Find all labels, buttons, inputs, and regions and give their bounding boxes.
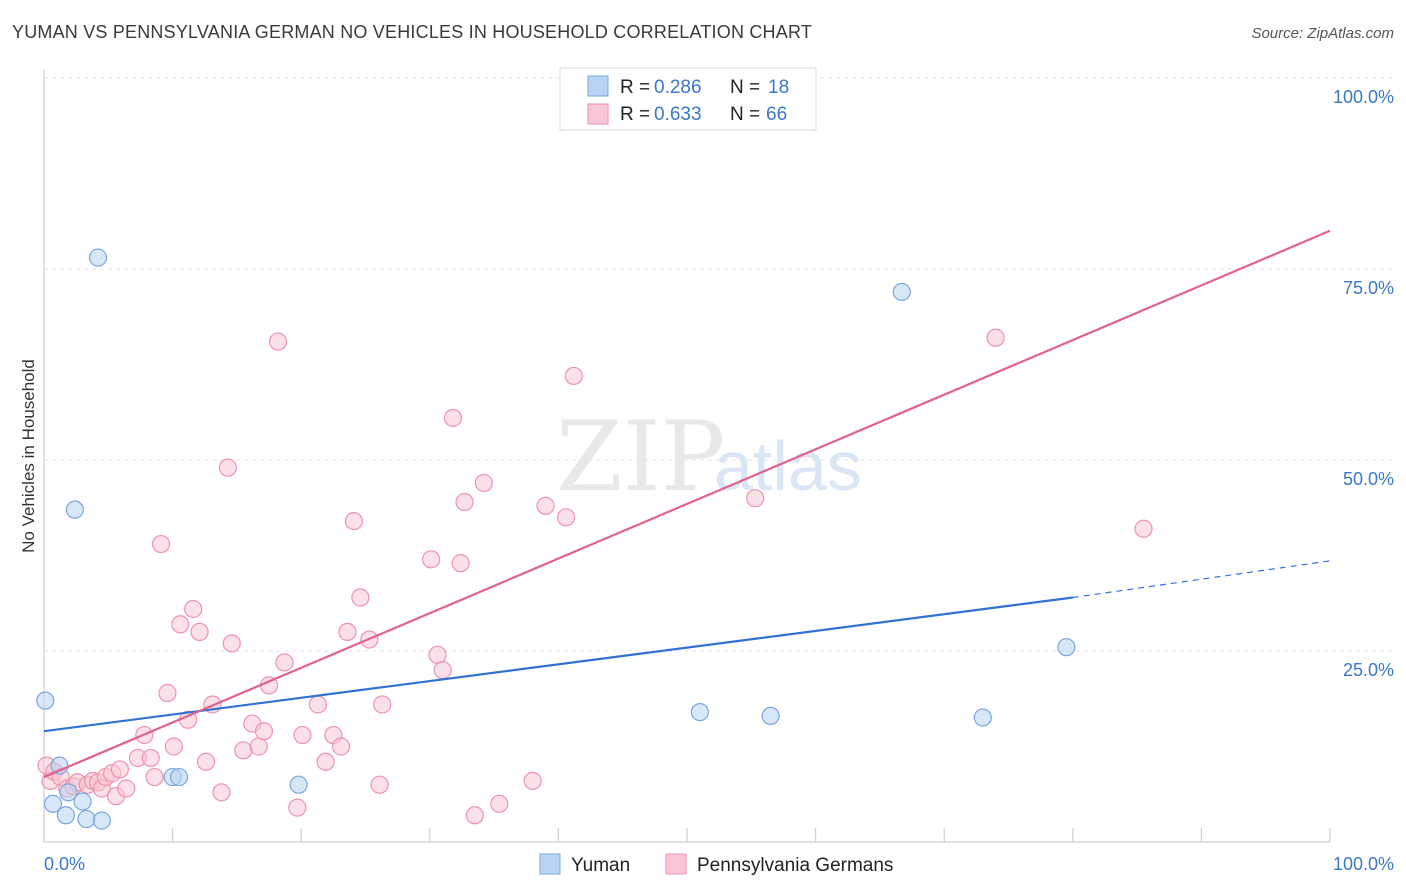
yuman-point bbox=[1057, 638, 1076, 657]
pa-germans-point bbox=[293, 725, 312, 745]
watermark: ZIP atlas bbox=[556, 401, 862, 513]
chart-title: YUMAN VS PENNSYLVANIA GERMAN NO VEHICLES… bbox=[12, 22, 812, 42]
x-tick-label-min: 0.0% bbox=[44, 854, 85, 874]
pa-germans-point bbox=[746, 489, 765, 508]
bottom-legend-label-pa-germans: Pennsylvania Germans bbox=[697, 855, 893, 876]
bottom-legend-label-yuman: Yuman bbox=[571, 855, 630, 876]
yuman-point bbox=[77, 809, 96, 829]
pa-germans-point bbox=[564, 366, 583, 386]
pa-germans-point bbox=[338, 622, 357, 642]
pa-germans-point bbox=[331, 737, 351, 756]
gridlines bbox=[44, 77, 1394, 652]
legend-swatch-yuman bbox=[587, 75, 609, 97]
pa-germans-point bbox=[433, 660, 452, 680]
pa-germans-point bbox=[316, 752, 335, 771]
pa-germans-point bbox=[986, 328, 1005, 347]
series-legend: Yuman Pennsylvania Germans bbox=[539, 853, 893, 876]
pa-germans-point bbox=[254, 722, 274, 741]
legend-n-label-yuman: N = bbox=[730, 77, 760, 98]
y-tick-label: 25.0% bbox=[1343, 660, 1394, 680]
legend-n-value-pa-germans: 66 bbox=[766, 104, 787, 125]
yuman-point bbox=[59, 783, 78, 802]
yuman-point bbox=[43, 794, 63, 813]
yuman-point bbox=[65, 500, 84, 519]
pa-germans-point bbox=[141, 748, 160, 768]
x-axis-ticks bbox=[172, 828, 1331, 842]
pa-germans-point bbox=[151, 534, 171, 554]
yuman-point bbox=[88, 248, 108, 267]
trend-lines bbox=[43, 229, 1331, 779]
pa-germans-point bbox=[344, 512, 364, 531]
pa-germans-point bbox=[465, 806, 484, 825]
yuman-point bbox=[690, 703, 709, 722]
pa-germans-point bbox=[523, 771, 542, 790]
pa-germans-point bbox=[428, 645, 447, 664]
legend-r-value-pa-germans: 0.633 bbox=[654, 104, 702, 125]
pa-germans-point bbox=[184, 599, 203, 619]
watermark-zip: ZIP bbox=[556, 401, 725, 513]
yuman-point bbox=[36, 691, 55, 710]
pa-germans-point bbox=[370, 775, 389, 794]
pa-germans-point bbox=[212, 783, 231, 802]
legend-r-label-yuman: R = bbox=[620, 77, 650, 98]
pa-germans-trend-line bbox=[43, 229, 1331, 779]
pa-germans-point bbox=[288, 798, 307, 817]
pa-germans-point bbox=[145, 767, 164, 787]
yuman-point bbox=[169, 767, 189, 787]
pa-germans-point bbox=[373, 695, 392, 714]
yuman-trend-extension bbox=[1072, 560, 1331, 599]
yuman-point bbox=[73, 792, 92, 811]
y-tick-labels: 25.0% 50.0% 75.0% 100.0% bbox=[1333, 87, 1394, 680]
pa-germans-point bbox=[117, 779, 136, 798]
pa-germans-point bbox=[171, 615, 190, 634]
pa-germans-point bbox=[536, 496, 555, 515]
stats-legend: R = 0.286 N = 18 R = 0.633 N = 66 bbox=[559, 67, 817, 131]
y-axis-label: No Vehicles in Household bbox=[19, 359, 38, 553]
pa-germans-point bbox=[557, 508, 576, 527]
pa-germans-point bbox=[268, 332, 288, 351]
y-tick-label: 75.0% bbox=[1343, 278, 1394, 298]
x-tick-label-max: 100.0% bbox=[1333, 854, 1394, 874]
pa-germans-point bbox=[249, 737, 268, 756]
pa-germans-point bbox=[158, 683, 177, 703]
pa-germans-point bbox=[222, 634, 241, 653]
pa-germans-point bbox=[308, 695, 328, 714]
pa-germans-point bbox=[164, 737, 183, 756]
pa-germans-point bbox=[110, 760, 129, 779]
pa-germans-point bbox=[490, 794, 509, 813]
legend-r-value-yuman: 0.286 bbox=[654, 77, 702, 98]
legend-n-label-pa-germans: N = bbox=[730, 104, 760, 125]
bottom-legend-swatch-yuman bbox=[539, 853, 561, 875]
pa-germans-point bbox=[218, 458, 237, 477]
pa-germans-point bbox=[474, 473, 493, 493]
yuman-trend-line bbox=[43, 596, 1073, 733]
pa-germans-point bbox=[275, 653, 294, 672]
yuman-point bbox=[56, 806, 75, 825]
yuman-point bbox=[92, 811, 111, 830]
pa-germans-point bbox=[443, 408, 463, 428]
legend-swatch-pa-germans bbox=[587, 103, 609, 125]
pa-germans-point bbox=[234, 741, 253, 760]
yuman-point bbox=[892, 282, 911, 302]
pa-germans-point bbox=[421, 550, 441, 569]
bottom-legend-swatch-pa-germans bbox=[665, 853, 687, 875]
y-tick-label: 50.0% bbox=[1343, 469, 1394, 489]
pa-germans-point bbox=[451, 554, 470, 573]
pa-germans-point bbox=[455, 492, 474, 512]
pa-germans-point bbox=[190, 622, 209, 642]
pa-germans-point bbox=[351, 588, 370, 607]
pa-germans-point bbox=[1134, 519, 1153, 538]
yuman-point bbox=[761, 706, 780, 726]
yuman-point bbox=[973, 708, 992, 727]
legend-r-label-pa-germans: R = bbox=[620, 104, 650, 125]
chart-source: Source: ZipAtlas.com bbox=[1251, 25, 1394, 42]
yuman-point bbox=[289, 775, 308, 794]
pa-germans-point bbox=[196, 752, 216, 771]
legend-n-value-yuman: 18 bbox=[768, 77, 789, 98]
y-tick-label: 100.0% bbox=[1333, 87, 1394, 107]
